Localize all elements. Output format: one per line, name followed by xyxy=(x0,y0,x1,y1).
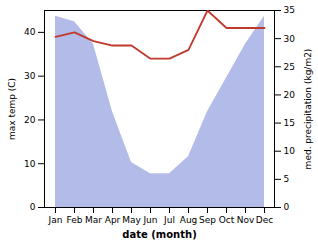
svg-text:Sep: Sep xyxy=(199,215,216,225)
svg-text:Jun: Jun xyxy=(142,215,157,225)
svg-text:Oct: Oct xyxy=(219,215,235,225)
svg-text:date (month): date (month) xyxy=(122,229,196,240)
svg-text:40: 40 xyxy=(24,27,36,37)
svg-text:25: 25 xyxy=(284,62,295,72)
svg-text:30: 30 xyxy=(284,34,296,44)
svg-text:10: 10 xyxy=(24,159,36,169)
svg-text:0: 0 xyxy=(30,202,36,212)
svg-text:5: 5 xyxy=(284,174,290,184)
svg-text:Apr: Apr xyxy=(105,215,121,225)
svg-text:Aug: Aug xyxy=(180,215,198,225)
svg-text:max temp (C): max temp (C) xyxy=(7,78,17,140)
svg-text:Mar: Mar xyxy=(85,215,102,225)
svg-text:Jan: Jan xyxy=(48,215,63,225)
svg-text:0: 0 xyxy=(284,202,290,212)
svg-text:med. precipitation (kg/m2): med. precipitation (kg/m2) xyxy=(303,49,313,170)
svg-text:30: 30 xyxy=(24,71,36,81)
svg-text:15: 15 xyxy=(284,118,295,128)
svg-text:Feb: Feb xyxy=(67,215,83,225)
svg-text:35: 35 xyxy=(284,5,295,15)
svg-text:20: 20 xyxy=(284,90,296,100)
svg-text:Nov: Nov xyxy=(237,215,255,225)
svg-text:Dec: Dec xyxy=(256,215,273,225)
svg-text:Jul: Jul xyxy=(163,215,175,225)
svg-text:10: 10 xyxy=(284,146,296,156)
svg-text:20: 20 xyxy=(24,115,36,125)
svg-text:May: May xyxy=(122,215,141,225)
